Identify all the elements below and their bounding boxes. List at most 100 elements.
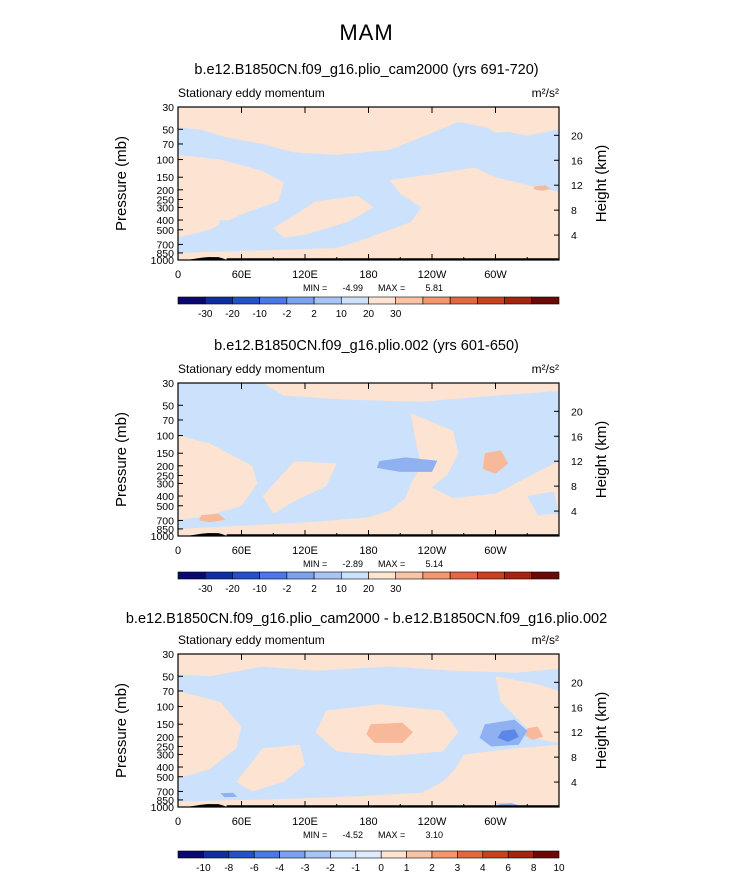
x-tick-label: 0: [175, 545, 181, 557]
colorbar-swatch: [380, 850, 407, 859]
colorbar-label: -3: [301, 863, 310, 874]
chart-title: b.e12.B1850CN.f09_g16.plio_cam2000 - b.e…: [126, 611, 607, 627]
colorbar-label: -30: [198, 584, 213, 595]
colorbar-swatch: [313, 571, 342, 580]
x-tick-label: 60W: [484, 816, 507, 828]
colorbar-swatch: [304, 850, 331, 859]
colorbar: -30 -20 -10 -2 2 10 20 30: [177, 296, 560, 320]
height-tick-label: 16: [571, 431, 583, 443]
y-tick-label: 200: [156, 185, 174, 197]
contour-region-9: [497, 729, 519, 742]
y-tick-label: 300: [156, 478, 174, 490]
contour-region-6: [377, 457, 438, 472]
contour-region-10: [220, 792, 238, 798]
colorbar-label: -1: [351, 863, 360, 874]
units-label: m²/s²: [532, 362, 559, 376]
y-tick-label: 100: [156, 702, 174, 714]
contour-region-5: [199, 513, 226, 523]
page-title: MAM: [339, 20, 394, 45]
x-tick-label: 60E: [232, 545, 252, 557]
colorbar-swatch: [340, 571, 369, 580]
y-tick-label: 30: [162, 378, 174, 390]
field-label: Stationary eddy momentum: [178, 362, 325, 376]
colorbar-swatch: [531, 571, 560, 580]
height-tick-label: 16: [571, 155, 583, 167]
colorbar-label: 6: [505, 863, 511, 874]
chart-title: b.e12.B1850CN.f09_g16.plio_cam2000 (yrs …: [194, 62, 538, 78]
stats-min-value: -4.99: [342, 283, 363, 293]
colorbar-swatch: [449, 296, 478, 305]
field-label: Stationary eddy momentum: [178, 633, 325, 647]
colorbar-swatch: [482, 850, 509, 859]
stats-max-value: 5.81: [425, 283, 443, 293]
x-tick-label: 120E: [292, 269, 318, 281]
colorbar-label: 4: [480, 863, 486, 874]
y-tick-label: 400: [156, 491, 174, 503]
plot-area: 0 60E 120E 180 120W 60W3050701001502002503004…: [113, 362, 610, 569]
x-tick-label: 120W: [418, 545, 447, 557]
contour-region-7: [525, 726, 544, 740]
contour-region-3: [273, 195, 374, 238]
colorbar-label: -8: [224, 863, 233, 874]
y-tick-label: 700: [156, 515, 174, 527]
y-axis-title: Pressure (mb): [113, 683, 130, 778]
x-tick-label: 0: [175, 816, 181, 828]
colorbar-swatch: [330, 850, 357, 859]
y-axis-title-right: Height (km): [593, 421, 610, 499]
y-tick-label: 150: [156, 719, 174, 731]
colorbar-label: -6: [250, 863, 259, 874]
height-tick-label: 8: [571, 205, 577, 217]
chart-title: b.e12.B1850CN.f09_g16.plio.002 (yrs 601-…: [214, 338, 519, 354]
colorbar-label: 8: [531, 863, 537, 874]
y-tick-label: 100: [156, 155, 174, 167]
plot-area: 0 60E 120E 180 120W 60W3050701001502002503004…: [113, 633, 610, 840]
colorbar-label: -2: [282, 309, 291, 320]
y-tick-label: 1000: [151, 802, 175, 814]
colorbar-swatch: [431, 850, 458, 859]
x-tick-label: 120E: [292, 545, 318, 557]
colorbar-swatch: [504, 296, 533, 305]
contour-region-0: [178, 654, 559, 677]
contour-region-5: [495, 676, 559, 743]
colorbar-label: -10: [252, 584, 267, 595]
y-tick-label: 700: [156, 239, 174, 251]
colorbar-label: -20: [225, 309, 240, 320]
x-tick-label: 0: [175, 269, 181, 281]
y-tick-label: 250: [156, 471, 174, 483]
height-tick-label: 20: [571, 406, 583, 418]
height-tick-label: 8: [571, 481, 577, 493]
contour-region-4: [474, 107, 528, 133]
height-tick-label: 4: [571, 777, 577, 789]
colorbar-swatch: [340, 296, 369, 305]
colorbar-swatch: [232, 296, 260, 305]
y-tick-label: 500: [156, 501, 174, 513]
height-tick-label: 4: [571, 230, 577, 242]
colorbar-swatch: [177, 850, 204, 859]
colorbar-swatch: [368, 571, 397, 580]
terrain-mask: [186, 804, 227, 807]
stats-max-label: MAX =: [378, 830, 405, 840]
colorbar-label: 2: [311, 584, 317, 595]
y-axis-title-right: Height (km): [593, 692, 610, 770]
colorbar-label: 10: [336, 309, 348, 320]
colorbar-label: 3: [455, 863, 461, 874]
colorbar-label: -30: [198, 309, 213, 320]
contour-region-11: [495, 803, 519, 806]
y-tick-label: 150: [156, 172, 174, 184]
plot-area: 0 60E 120E 180 120W 60W3050701001502002503004…: [113, 86, 610, 293]
contour-field: [178, 654, 559, 807]
colorbar-swatch: [177, 571, 206, 580]
colorbar-swatch: [406, 850, 433, 859]
colorbar: -10 -8 -6 -4 -3 -2 -1 0 1 2 3 4 6 8 10: [177, 850, 565, 874]
stats-min-label: MIN =: [303, 283, 327, 293]
colorbar-label: 2: [311, 309, 317, 320]
contour-field: [178, 107, 559, 260]
colorbar-swatch: [253, 850, 280, 859]
stats-max-label: MAX =: [378, 559, 405, 569]
y-tick-label: 700: [156, 786, 174, 798]
y-tick-label: 70: [162, 686, 174, 698]
height-tick-label: 8: [571, 752, 577, 764]
colorbar-swatch: [504, 571, 533, 580]
y-tick-label: 1000: [151, 255, 175, 267]
colorbar-swatch: [228, 850, 255, 859]
